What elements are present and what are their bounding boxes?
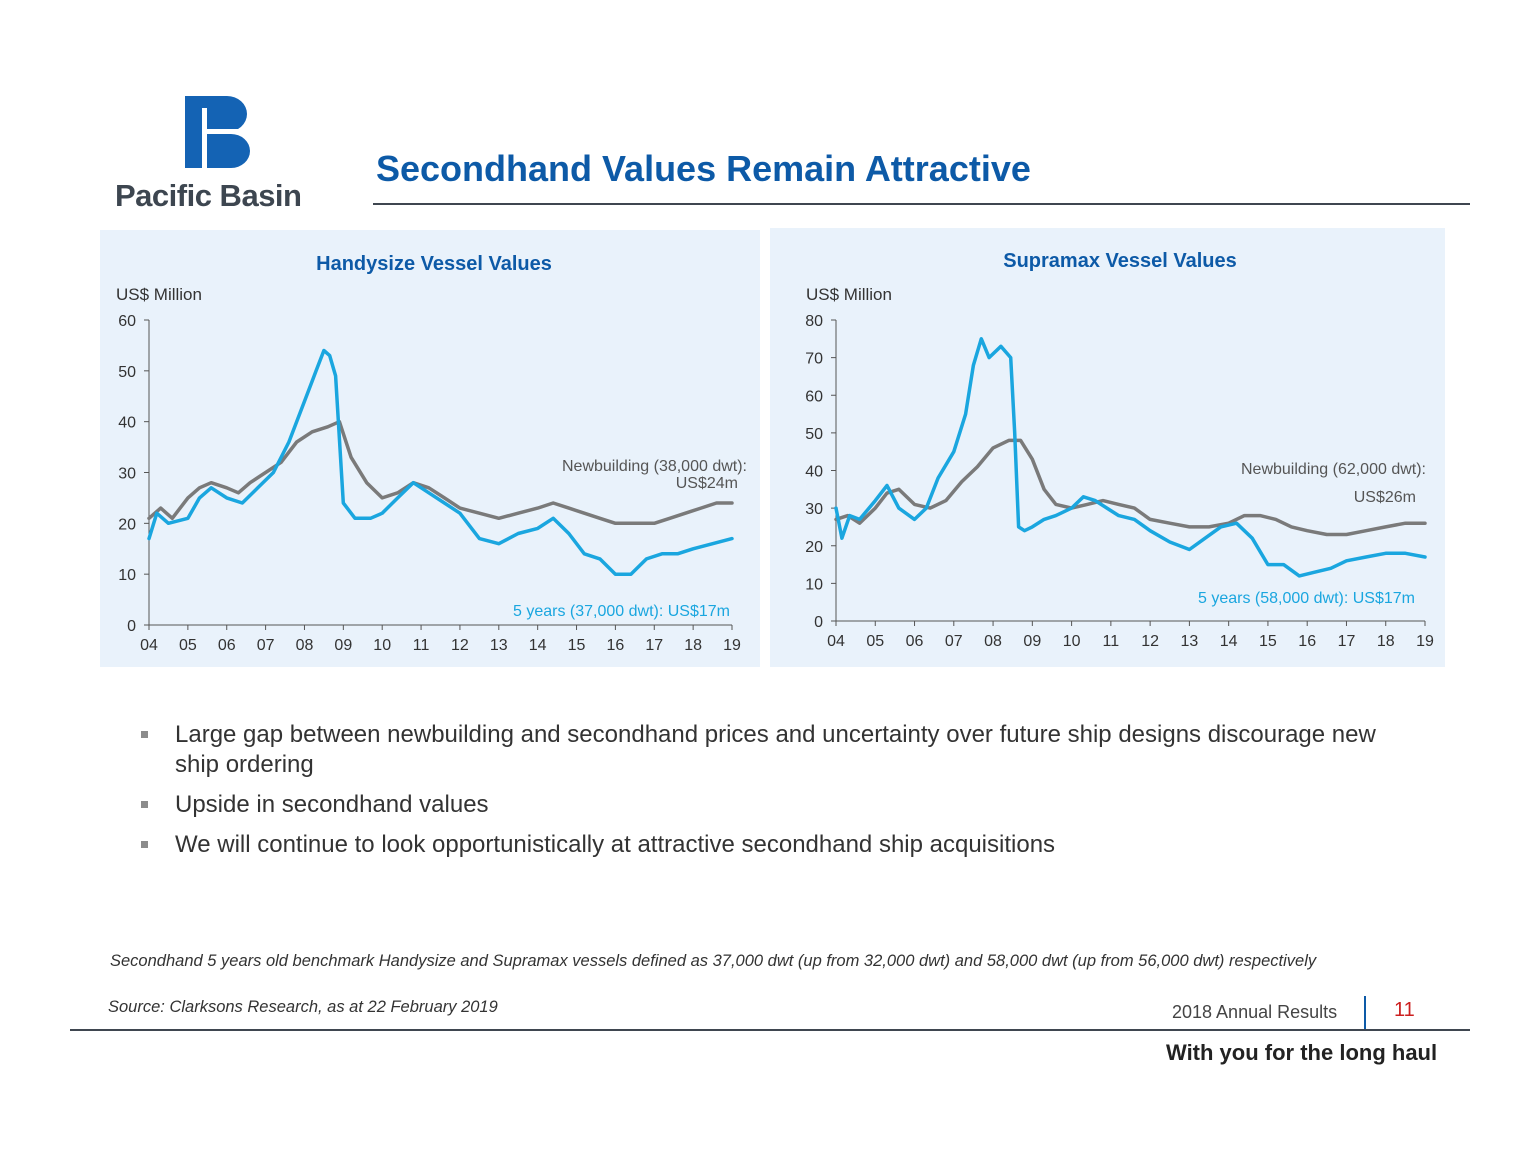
y-tick-label: 80 <box>805 313 823 330</box>
x-tick-label: 13 <box>1181 633 1199 650</box>
y-tick-label: 30 <box>805 501 823 518</box>
supramax-chart: Supramax Vessel Values US$ Million 0 10 20 30… <box>805 250 1434 650</box>
x-tick-label: 07 <box>257 637 275 654</box>
handysize-chart: Handysize Vessel Values US$ Million 0 10 20 3… <box>116 253 747 654</box>
key-points-list: Large gap between newbuilding and second… <box>138 720 1388 870</box>
x-tick-label: 15 <box>1259 633 1277 650</box>
bullet-marker <box>141 731 148 738</box>
newbuilding-value-label: US$24m <box>676 475 738 492</box>
x-tick-label: 14 <box>1220 633 1238 650</box>
page-number: 11 <box>1394 999 1415 1021</box>
secondhand-series-line <box>834 337 1427 578</box>
supramax-chart-panel: Supramax Vessel Values US$ Million 0 10 20 30… <box>770 228 1445 667</box>
newbuilding-label: Newbuilding (62,000 dwt): <box>1241 461 1426 478</box>
y-tick-label: 50 <box>805 426 823 443</box>
x-tick-label: 04 <box>140 637 158 654</box>
pb-logo-icon <box>185 96 250 168</box>
y-axis-label: US$ Million <box>116 285 202 304</box>
y-tick-label: 60 <box>805 388 823 405</box>
footer-divider <box>70 1029 1470 1031</box>
y-tick-label: 0 <box>127 618 136 635</box>
newbuilding-label: Newbuilding (38,000 dwt): <box>562 458 747 475</box>
footnote: Secondhand 5 years old benchmark Handysi… <box>110 952 1317 970</box>
y-tick-label: 0 <box>814 614 823 631</box>
y-axis-label: US$ Million <box>806 285 892 304</box>
x-tick-label: 05 <box>179 637 197 654</box>
y-tick-label: 10 <box>118 567 136 584</box>
bullet-marker <box>141 801 148 808</box>
x-tick-label: 04 <box>827 633 845 650</box>
x-tick-label: 18 <box>1377 633 1395 650</box>
company-name: Pacific Basin <box>115 178 302 213</box>
bullet-item: We will continue to look opportunistical… <box>138 830 1388 860</box>
x-tick-label: 07 <box>945 633 963 650</box>
page-number-divider <box>1364 996 1366 1030</box>
x-tick-label: 13 <box>490 637 508 654</box>
y-tick-label: 30 <box>118 466 136 483</box>
y-tick-label: 50 <box>118 364 136 381</box>
x-tick-label: 10 <box>1063 633 1081 650</box>
bullet-text: Large gap between newbuilding and second… <box>175 721 1376 778</box>
chart-title: Supramax Vessel Values <box>1003 250 1237 272</box>
x-tick-label: 12 <box>451 637 469 654</box>
x-tick-label: 17 <box>1338 633 1356 650</box>
x-tick-label: 14 <box>529 637 547 654</box>
x-tick-label: 17 <box>645 637 663 654</box>
title-divider <box>373 203 1470 205</box>
x-tick-label: 11 <box>413 637 430 654</box>
report-label: 2018 Annual Results <box>1172 1002 1338 1022</box>
y-tick-label: 20 <box>118 516 136 533</box>
bullet-text: Upside in secondhand values <box>175 791 489 818</box>
chart-title: Handysize Vessel Values <box>316 253 552 275</box>
source-note: Source: Clarksons Research, as at 22 Feb… <box>108 998 498 1016</box>
x-tick-label: 09 <box>334 637 352 654</box>
company-logo: Pacific Basin <box>115 96 325 216</box>
x-tick-label: 08 <box>296 637 314 654</box>
y-tick-label: 10 <box>805 576 823 593</box>
x-tick-label: 18 <box>684 637 702 654</box>
secondhand-label: 5 years (37,000 dwt): US$17m <box>513 603 730 620</box>
page-title: Secondhand Values Remain Attractive <box>376 148 1031 189</box>
x-tick-label: 09 <box>1023 633 1041 650</box>
secondhand-label: 5 years (58,000 dwt): US$17m <box>1198 590 1415 607</box>
x-tick-label: 11 <box>1103 633 1120 650</box>
bullet-marker <box>141 841 148 848</box>
handysize-chart-panel: Handysize Vessel Values US$ Million 0 10 20 3… <box>100 230 760 667</box>
bullet-item: Upside in secondhand values <box>138 790 1388 820</box>
y-tick-label: 40 <box>805 464 823 481</box>
x-tick-label: 16 <box>607 637 625 654</box>
x-tick-label: 10 <box>373 637 391 654</box>
tagline: With you for the long haul <box>1166 1040 1438 1065</box>
y-tick-label: 40 <box>118 415 136 432</box>
x-tick-label: 08 <box>984 633 1002 650</box>
newbuilding-series-line <box>834 438 1427 537</box>
x-tick-label: 15 <box>568 637 586 654</box>
x-tick-label: 19 <box>723 637 741 654</box>
x-tick-label: 06 <box>906 633 924 650</box>
x-tick-label: 06 <box>218 637 236 654</box>
newbuilding-value-label: US$26m <box>1354 489 1416 506</box>
x-tick-label: 12 <box>1141 633 1159 650</box>
bullet-text: We will continue to look opportunistical… <box>175 831 1056 858</box>
y-tick-label: 60 <box>118 313 136 330</box>
x-tick-label: 16 <box>1298 633 1316 650</box>
y-tick-label: 20 <box>805 539 823 556</box>
secondhand-series-line <box>147 348 734 576</box>
x-tick-label: 05 <box>866 633 884 650</box>
bullet-item: Large gap between newbuilding and second… <box>138 720 1388 780</box>
y-tick-label: 70 <box>805 351 823 368</box>
x-tick-label: 19 <box>1416 633 1434 650</box>
